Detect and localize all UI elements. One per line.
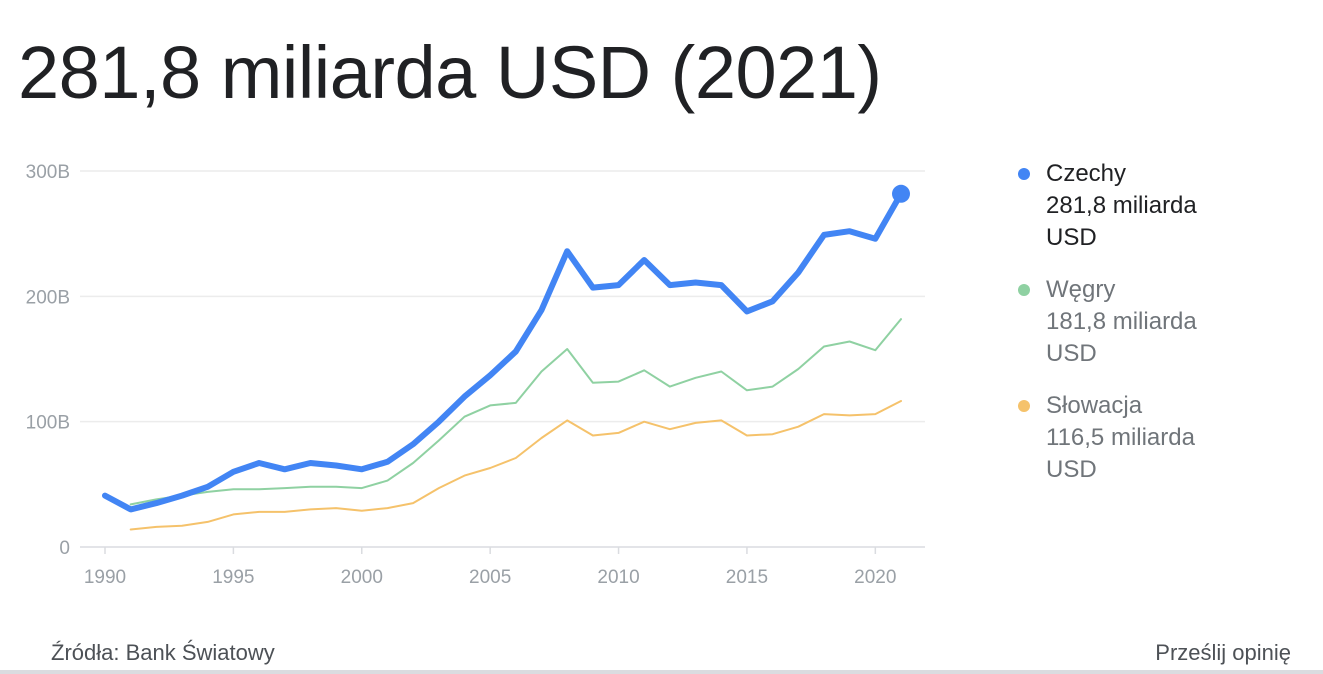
x-tick-label: 2000 [341,567,383,588]
legend-dot-icon [1018,400,1030,412]
legend-series-value: 181,8 miliarda USD [1046,308,1197,367]
legend-series-name: Węgry [1046,276,1116,303]
x-tick-label: 2005 [469,567,511,588]
x-tick-label: 2010 [597,567,639,588]
y-axis-tick-labels: 0 100B 200B 300B [26,162,70,559]
series-line-czechy[interactable] [102,190,904,513]
y-tick-label: 100B [26,413,70,434]
legend-dot-icon [1018,284,1030,296]
legend-item-czechy[interactable]: Czechy 281,8 miliarda USD [1018,158,1318,254]
chart-legend[interactable]: Czechy 281,8 miliarda USD Węgry 181,8 milia… [1018,158,1318,506]
chart-gridlines [80,170,925,554]
source-attribution: Źródła: Bank Światowy [51,640,275,665]
x-tick-label: 2015 [726,567,768,588]
y-tick-label: 300B [26,162,70,183]
series-line-sowacja[interactable] [129,400,902,531]
send-feedback-link[interactable]: Prześlij opinię [1155,640,1291,665]
legend-series-name: Słowacja [1046,392,1143,419]
legend-series-value: 281,8 miliarda USD [1046,192,1197,251]
legend-item-wegry[interactable]: Węgry 181,8 miliarda USD [1018,274,1318,370]
chart-series [102,184,910,531]
y-tick-label: 0 [59,538,70,559]
legend-dot-icon [1018,168,1030,180]
bottom-divider [0,670,1323,674]
x-tick-label: 1990 [84,567,126,588]
legend-item-sowacja[interactable]: Słowacja 116,5 miliarda USD [1018,390,1318,486]
x-tick-label: 2020 [854,567,896,588]
gdp-line-chart[interactable]: 0 100B 200B 300B 1990 1995 2000 2005 2010 2015 20… [0,140,960,600]
x-axis-tick-labels: 1990 1995 2000 2005 2010 2015 2020 [84,567,897,588]
y-tick-label: 200B [26,287,70,308]
series-endpoint-czechy[interactable] [892,184,910,203]
x-tick-label: 1995 [212,567,254,588]
legend-series-value: 116,5 miliarda USD [1046,424,1195,483]
legend-series-name: Czechy [1046,160,1127,187]
headline-value: 281,8 miliarda USD (2021) [18,31,882,114]
series-line-wegry[interactable] [129,318,902,506]
